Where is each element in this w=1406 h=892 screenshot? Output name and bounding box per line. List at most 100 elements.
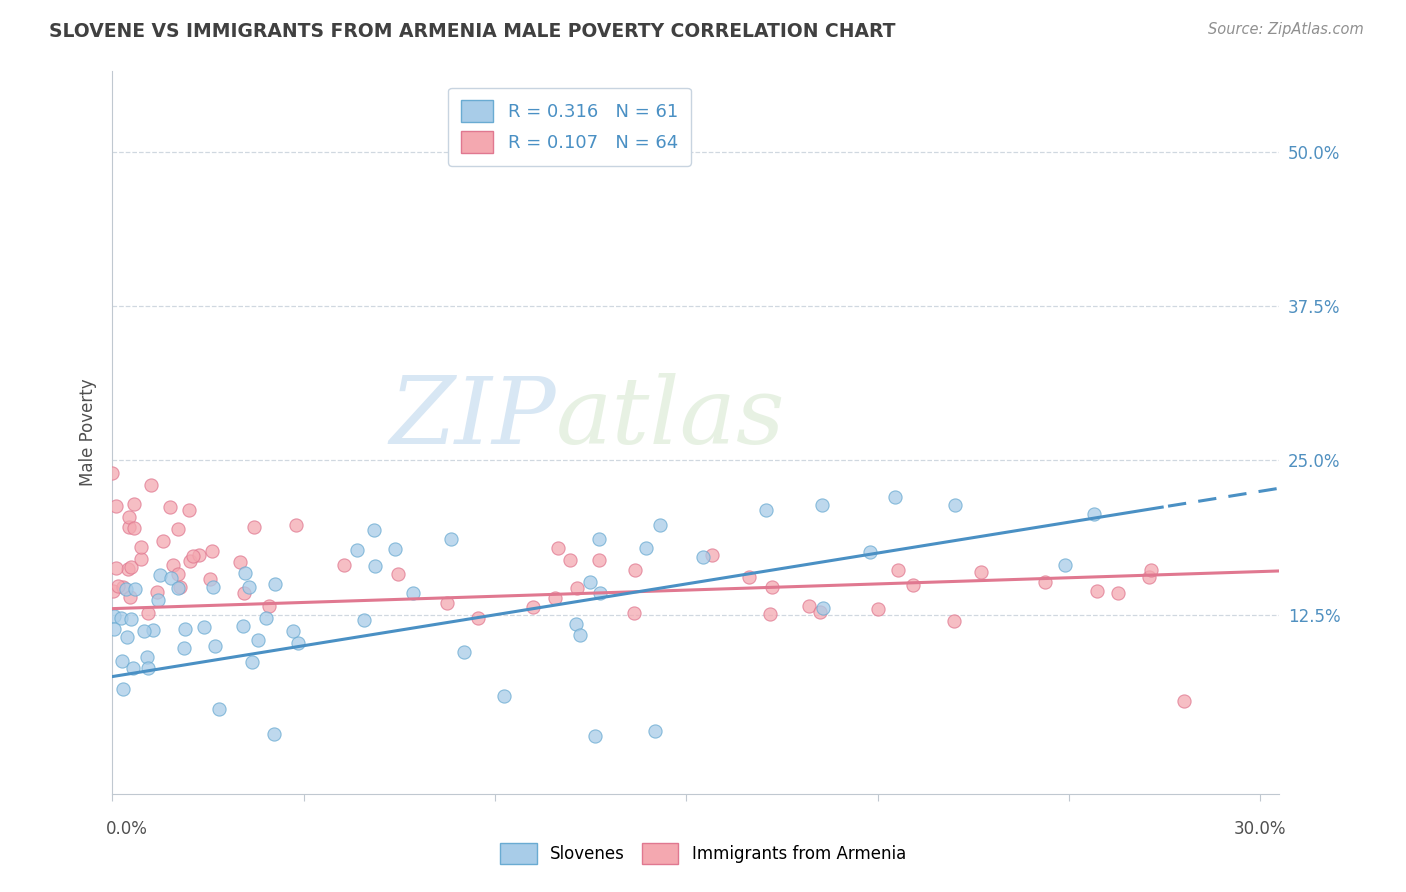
Point [761, 580, 783, 594]
Point [122, 497, 145, 511]
Point [588, 533, 610, 547]
Point [565, 581, 588, 595]
Point [583, 729, 606, 743]
Point [152, 533, 174, 548]
Text: atlas: atlas [555, 373, 786, 463]
Point [110, 610, 132, 624]
Point [198, 572, 221, 586]
Point [283, 624, 305, 639]
Point [1173, 694, 1195, 708]
Point [159, 500, 181, 514]
Point [644, 723, 666, 738]
Point [118, 519, 141, 533]
Point [259, 599, 281, 614]
Point [136, 607, 159, 621]
Point [117, 630, 139, 644]
Point [387, 566, 409, 581]
Point [544, 591, 567, 606]
Point [208, 702, 231, 716]
Point [755, 502, 778, 516]
Point [115, 582, 138, 596]
Point [364, 559, 387, 574]
Point [1054, 558, 1077, 572]
Point [738, 570, 761, 584]
Point [943, 614, 966, 628]
Point [101, 583, 124, 598]
Point [169, 580, 191, 594]
Point [384, 542, 406, 557]
Point [650, 518, 672, 533]
Point [111, 654, 134, 668]
Point [124, 582, 146, 597]
Point [1033, 575, 1056, 590]
Point [122, 660, 145, 674]
Point [243, 519, 266, 533]
Point [111, 580, 134, 594]
Point [588, 553, 610, 567]
Point [146, 593, 169, 607]
Point [970, 566, 993, 580]
Point [1083, 508, 1105, 522]
Point [589, 586, 612, 600]
Point [120, 612, 142, 626]
Point [181, 549, 204, 563]
Point [173, 641, 195, 656]
Point [522, 600, 544, 615]
Point [759, 607, 782, 622]
Point [132, 624, 155, 639]
Y-axis label: Male Poverty: Male Poverty [79, 379, 97, 486]
Point [901, 578, 924, 592]
Point [117, 562, 139, 576]
Point [436, 596, 458, 610]
Point [264, 577, 287, 591]
Point [179, 554, 201, 568]
Point [700, 548, 723, 562]
Point [579, 575, 602, 590]
Point [246, 633, 269, 648]
Point [440, 532, 463, 546]
Point [1140, 563, 1163, 577]
Point [467, 611, 489, 625]
Point [201, 580, 224, 594]
Point [129, 552, 152, 566]
Point [159, 571, 181, 585]
Point [363, 524, 385, 538]
Point [287, 635, 309, 649]
Text: Source: ZipAtlas.com: Source: ZipAtlas.com [1208, 22, 1364, 37]
Point [263, 727, 285, 741]
Point [333, 558, 356, 572]
Point [187, 548, 209, 562]
Point [233, 585, 256, 599]
Point [402, 586, 425, 600]
Point [1085, 583, 1108, 598]
Point [129, 541, 152, 555]
Text: 30.0%: 30.0% [1234, 820, 1286, 838]
Point [623, 606, 645, 620]
Point [174, 622, 197, 636]
Point [811, 600, 834, 615]
Point [453, 646, 475, 660]
Point [193, 620, 215, 634]
Point [883, 490, 905, 504]
Point [808, 605, 831, 619]
Point [1107, 585, 1129, 599]
Point [166, 582, 188, 596]
Point [240, 655, 263, 669]
Point [204, 639, 226, 653]
Text: 0.0%: 0.0% [105, 820, 148, 838]
Point [101, 466, 124, 480]
Point [149, 568, 172, 582]
Point [624, 563, 647, 577]
Point [558, 553, 581, 567]
Legend: R = 0.316   N = 61, R = 0.107   N = 64: R = 0.316 N = 61, R = 0.107 N = 64 [449, 87, 690, 166]
Point [866, 601, 889, 615]
Point [692, 549, 714, 564]
Point [103, 609, 125, 624]
Point [1137, 570, 1160, 584]
Point [565, 616, 588, 631]
Point [228, 555, 250, 569]
Point [177, 503, 200, 517]
Point [799, 599, 821, 613]
Point [136, 661, 159, 675]
Point [111, 682, 134, 697]
